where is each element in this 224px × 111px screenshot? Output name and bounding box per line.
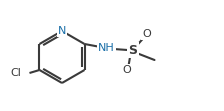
Text: O: O <box>142 29 151 39</box>
Text: O: O <box>122 65 131 75</box>
Text: S: S <box>128 44 137 56</box>
Text: Cl: Cl <box>11 68 22 78</box>
Text: NH: NH <box>98 43 115 53</box>
Text: N: N <box>58 26 66 36</box>
